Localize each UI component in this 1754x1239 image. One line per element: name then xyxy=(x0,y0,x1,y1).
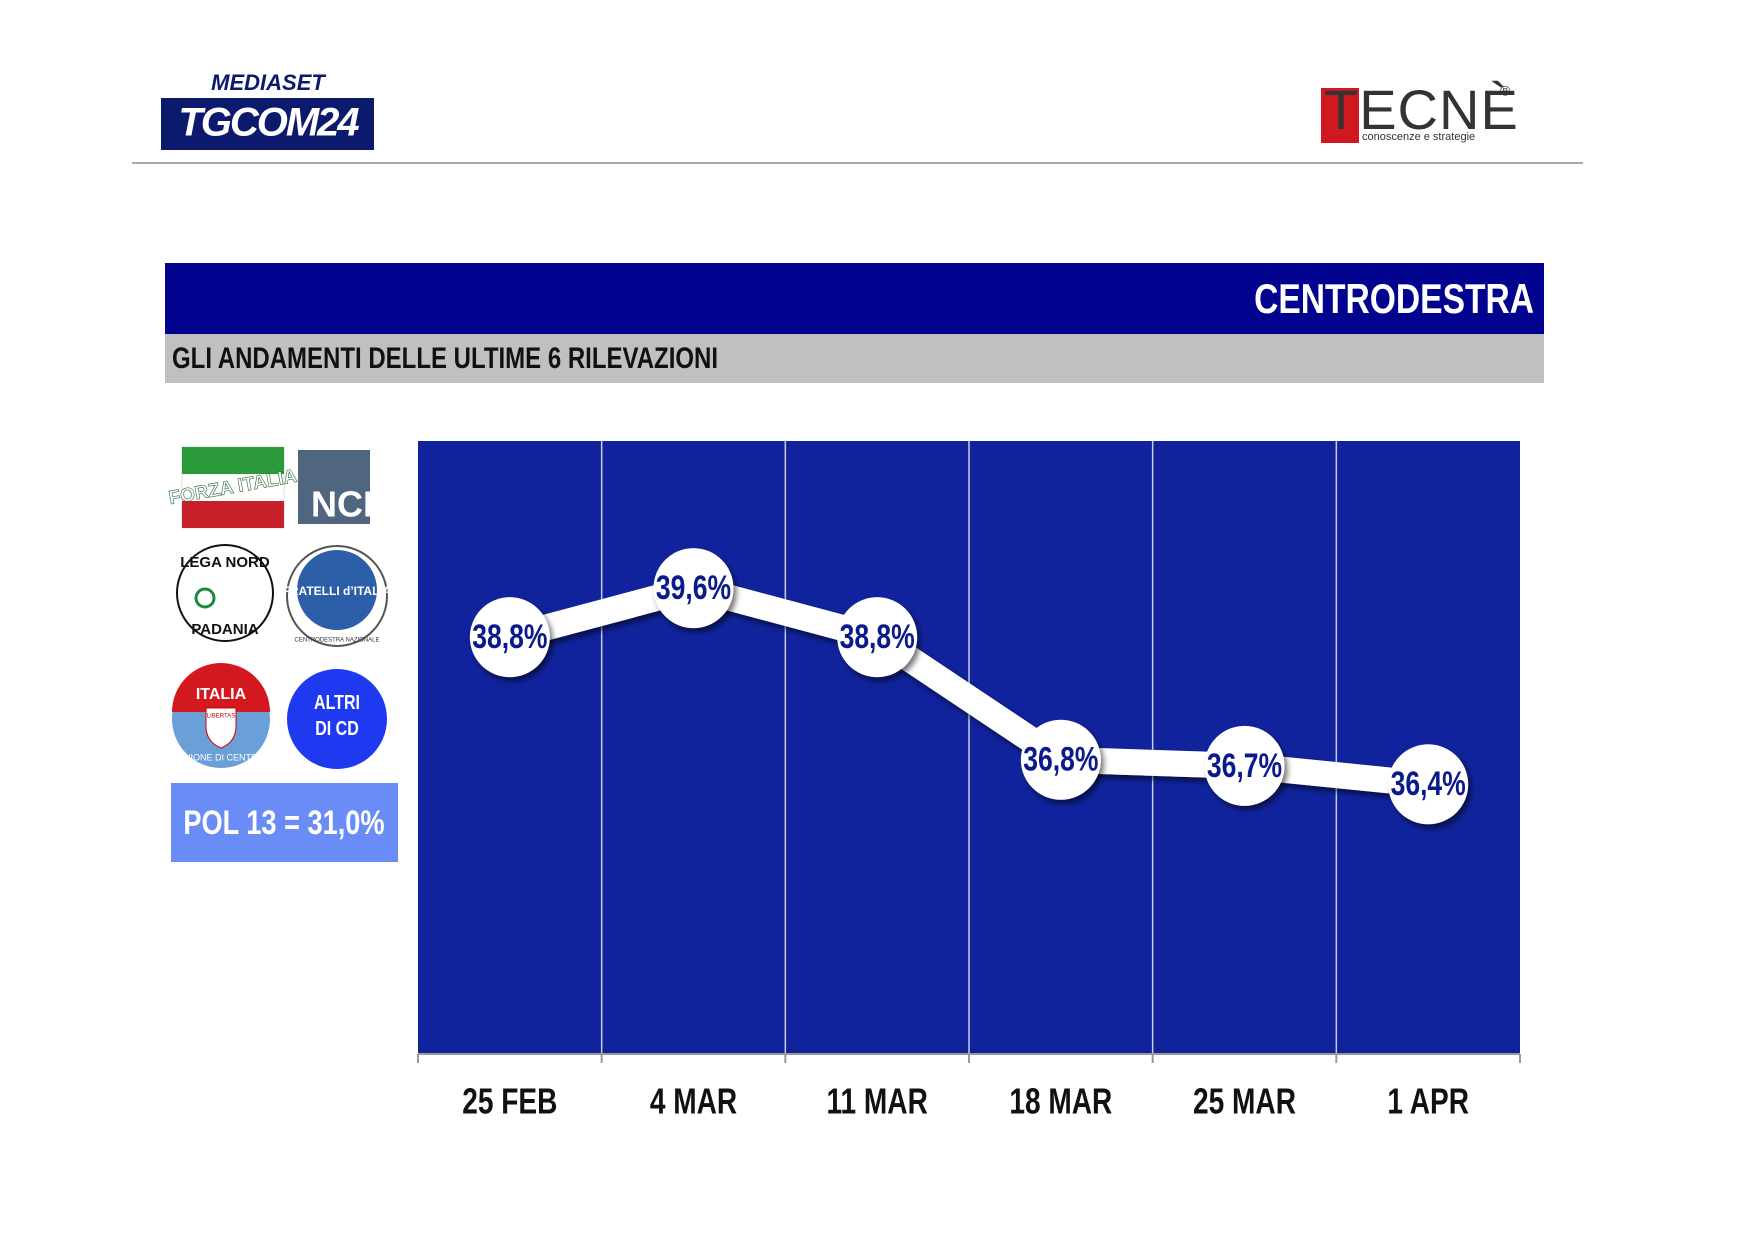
lega-logo xyxy=(176,544,274,642)
udc-ring: UNIONE DI CENTRO xyxy=(177,752,264,762)
subtitle-bar xyxy=(165,334,1544,383)
value-label: 38,8% xyxy=(840,618,915,656)
fdi-inner xyxy=(297,550,377,630)
value-label: 39,6% xyxy=(656,569,731,607)
udc-shield xyxy=(205,707,237,749)
altri-holder: ALTRI DI CD xyxy=(314,692,360,740)
altri-text: ALTRI DI CD xyxy=(314,692,360,740)
banner-title: CENTRODESTRA xyxy=(1254,277,1534,323)
udc-top xyxy=(172,663,270,712)
point xyxy=(469,597,550,678)
banner xyxy=(165,263,1544,334)
point xyxy=(1204,725,1285,806)
altri-logo xyxy=(287,669,387,769)
mediaset: MEDIASET xyxy=(211,70,326,95)
tgcom-logo xyxy=(161,98,374,150)
udc-italia: ITALIA xyxy=(196,686,247,703)
x-tick-label: 11 MAR xyxy=(826,1081,927,1121)
value-label: 36,8% xyxy=(1023,741,1098,779)
ncd-text: NCD xyxy=(311,484,389,525)
tagline: conoscenze e strategie xyxy=(1362,131,1475,143)
fi-red xyxy=(182,501,284,528)
fdi-text: FRATELLI d’ITALIA xyxy=(283,584,392,598)
x-tick-label: 18 MAR xyxy=(1009,1081,1112,1121)
registered: ® xyxy=(1500,83,1511,99)
tecne: TECNÈ xyxy=(1324,78,1519,141)
fi-green xyxy=(182,447,284,474)
x-tick-label: 1 APR xyxy=(1387,1081,1469,1121)
point xyxy=(1020,719,1101,800)
ncd-box xyxy=(298,450,370,524)
fdi-ring: CENTRODESTRA NAZIONALE xyxy=(294,638,379,644)
ncd-gap xyxy=(370,486,405,524)
pol13-box xyxy=(171,783,398,862)
lega-sun xyxy=(194,587,216,609)
plot: 38,8% 39,6% 38,8% 36,8% 36,7% 36,4% 25 FEB 4 MA… xyxy=(417,441,1521,1121)
x-tick-label: 25 FEB xyxy=(462,1081,557,1121)
lega-top: LEGA NORD xyxy=(180,554,270,571)
value-label: 36,4% xyxy=(1391,765,1466,803)
value-label: 36,7% xyxy=(1207,747,1282,785)
pol13-text: POL 13 = 31,0% xyxy=(183,803,384,842)
lega-bottom: PADANIA xyxy=(191,621,258,638)
point xyxy=(653,548,734,629)
udc-libertas: LIBERTAS xyxy=(207,714,235,720)
value-label: 38,8% xyxy=(472,618,547,656)
x-tick-label: 4 MAR xyxy=(650,1081,737,1121)
tecne-mark xyxy=(1321,88,1359,143)
banner-subtitle: GLI ANDAMENTI DELLE ULTIME 6 RILEVAZIONI xyxy=(172,340,718,374)
point xyxy=(1388,744,1469,825)
x-tick-label: 25 MAR xyxy=(1193,1081,1296,1121)
tgcom24: TGCOM24 xyxy=(178,101,359,145)
party-logos: FORZA ITALIA NCD LEGA NORD PADANIA FRATE… xyxy=(167,446,405,862)
point xyxy=(837,597,918,678)
